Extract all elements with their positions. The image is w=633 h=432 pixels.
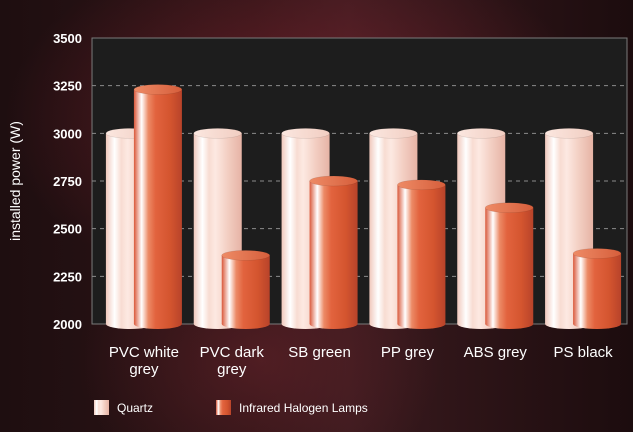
bar-quartz <box>193 128 242 329</box>
bar-halogen <box>133 84 183 329</box>
legend-swatch <box>216 400 231 415</box>
bar-halogen <box>221 250 270 329</box>
y-tick-label: 2750 <box>53 174 82 189</box>
category-label: grey <box>129 361 159 378</box>
legend-label: Quartz <box>117 401 153 415</box>
bars <box>105 84 622 329</box>
y-tick-label: 3500 <box>53 31 82 46</box>
legend: Quartz Infrared Halogen Lamps <box>94 400 368 415</box>
y-tick-label: 2250 <box>53 269 82 284</box>
y-tick-labels: 2000 2250 2500 2750 3000 3250 3500 <box>53 31 82 332</box>
category-label: PS black <box>553 344 613 361</box>
category-label: PVC dark <box>200 344 265 361</box>
y-tick-label: 3000 <box>53 126 82 141</box>
y-tick-label: 2000 <box>53 317 82 332</box>
y-tick-label: 2500 <box>53 222 82 237</box>
category-label: grey <box>217 361 247 378</box>
y-axis-label: installed power (W) <box>7 121 23 241</box>
bar-halogen <box>397 179 446 329</box>
bar-halogen <box>572 248 622 329</box>
legend-label: Infrared Halogen Lamps <box>239 401 368 415</box>
category-label: ABS grey <box>464 344 528 361</box>
category-label: PVC white <box>109 344 179 361</box>
category-label: PP grey <box>381 344 435 361</box>
y-tick-label: 3250 <box>53 79 82 94</box>
legend-swatch <box>94 400 109 415</box>
category-label: SB green <box>288 344 351 361</box>
bar-halogen <box>309 175 358 329</box>
bar-halogen <box>485 202 534 329</box>
